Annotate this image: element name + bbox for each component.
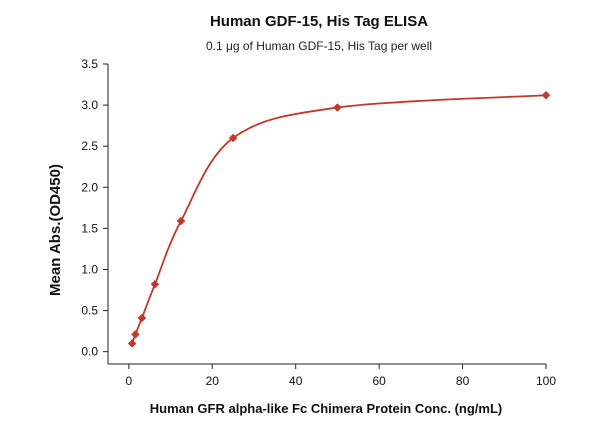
y-axis-label: Mean Abs.(OD450) bbox=[47, 164, 64, 296]
data-point bbox=[128, 339, 136, 347]
x-axis-label: Human GFR alpha-like Fc Chimera Protein … bbox=[150, 401, 503, 416]
x-tick-label: 0 bbox=[126, 374, 133, 388]
data-point bbox=[542, 91, 550, 99]
data-point bbox=[333, 104, 341, 112]
y-ticks: 0.0 0.5 1.0 1.5 2.0 2.5 3.0 3.5 bbox=[81, 57, 108, 359]
x-tick-label: 100 bbox=[536, 374, 556, 388]
data-point bbox=[151, 280, 159, 288]
data-point bbox=[131, 330, 139, 338]
y-tick-label: 1.0 bbox=[81, 262, 98, 276]
x-tick-label: 60 bbox=[372, 374, 386, 388]
data-point bbox=[177, 217, 185, 225]
y-tick-label: 2.0 bbox=[81, 180, 98, 194]
y-tick-label: 0.0 bbox=[81, 345, 98, 359]
data-point bbox=[138, 314, 146, 322]
x-tick-label: 80 bbox=[456, 374, 470, 388]
chart-title: Human GDF-15, His Tag ELISA bbox=[210, 13, 428, 30]
y-tick-label: 3.5 bbox=[81, 57, 98, 71]
y-tick-label: 3.0 bbox=[81, 98, 98, 112]
x-ticks: 0 20 40 60 80 100 bbox=[126, 364, 557, 388]
x-tick-label: 40 bbox=[289, 374, 303, 388]
y-tick-label: 0.5 bbox=[81, 304, 98, 318]
y-tick-label: 2.5 bbox=[81, 139, 98, 153]
data-points bbox=[128, 91, 550, 347]
chart-subtitle: 0.1 μg of Human GDF-15, His Tag per well bbox=[206, 39, 432, 53]
fit-curve bbox=[132, 95, 546, 343]
y-tick-label: 1.5 bbox=[81, 221, 98, 235]
plot-area: 0 20 40 60 80 100 0.0 0.5 1.0 1.5 2.0 2.5 3.0 3.5 bbox=[81, 57, 556, 388]
x-tick-label: 20 bbox=[206, 374, 220, 388]
